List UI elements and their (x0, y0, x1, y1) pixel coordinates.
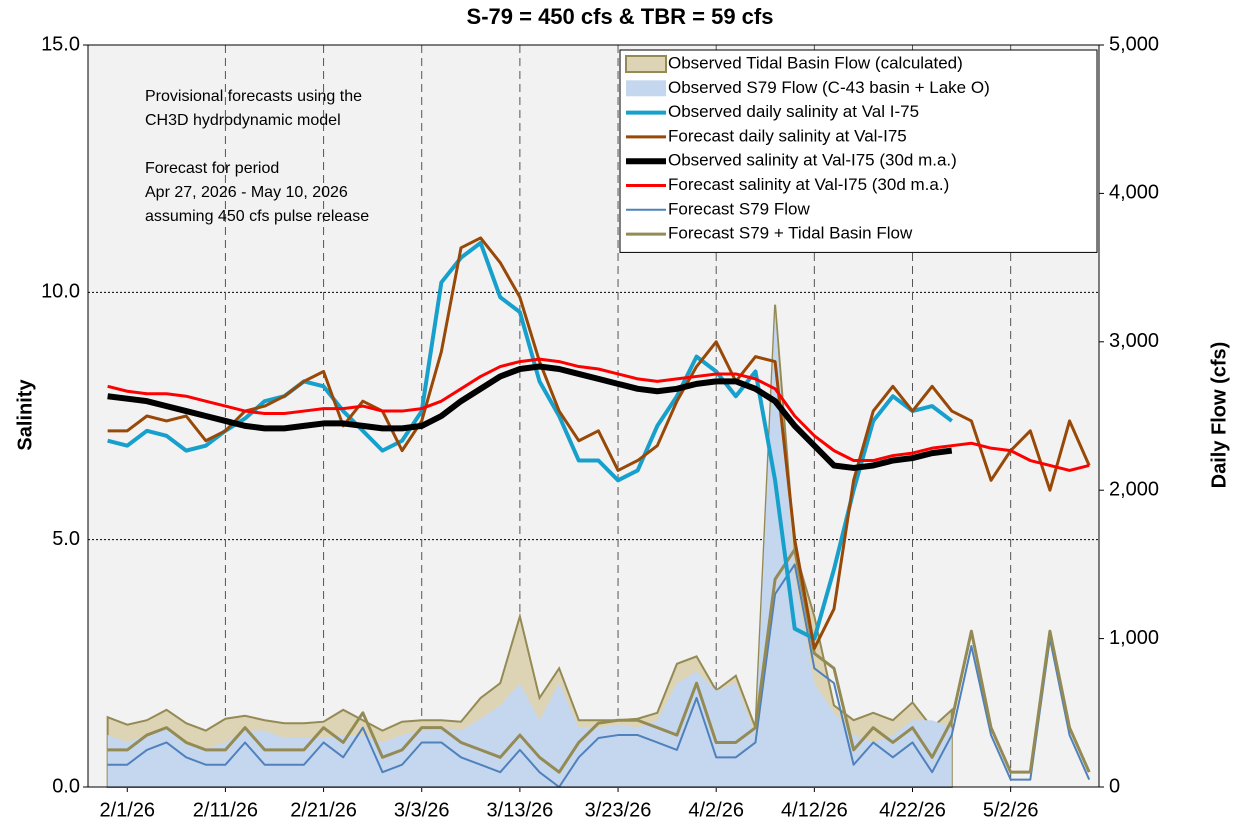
chart-title: S-79 = 450 cfs & TBR = 59 cfs (467, 4, 774, 29)
line (107, 563, 1091, 788)
x-tick-label: 3/23/26 (585, 799, 652, 821)
annotation: CH3D hydrodynamic model (145, 112, 341, 129)
legend-label: Forecast S79 + Tidal Basin Flow (668, 224, 913, 243)
annotation: assuming 450 cfs pulse release (145, 208, 369, 225)
legend-label: Observed Tidal Basin Flow (calculated) (668, 53, 963, 72)
line (107, 548, 1091, 774)
x-tick-label: 2/11/26 (193, 799, 258, 821)
annotation: Provisional forecasts using the (145, 88, 362, 105)
x-tick-label: 4/2/26 (688, 799, 744, 821)
y2-tick-label: 0 (1109, 775, 1120, 797)
annotation: Forecast for period (145, 160, 279, 177)
annotation: Apr 27, 2026 - May 10, 2026 (145, 184, 348, 201)
x-tick-label: 3/13/26 (487, 799, 554, 821)
x-tick-label: 3/3/26 (394, 799, 450, 821)
legend-label: Forecast daily salinity at Val-I75 (668, 126, 907, 145)
legend-label: Forecast S79 Flow (668, 199, 810, 218)
legend-label: Forecast salinity at Val-I75 (30d m.a.) (668, 175, 949, 194)
y-tick-label: 15.0 (41, 33, 80, 55)
y2-tick-label: 5,000 (1109, 33, 1159, 55)
plot-frame (87, 44, 1100, 788)
x-tick-label: 4/22/26 (879, 799, 946, 821)
y-tick-label: 5.0 (52, 528, 80, 550)
y2-tick-label: 3,000 (1109, 330, 1159, 352)
legend-label: Observed daily salinity at Val I-75 (668, 102, 919, 121)
legend-swatch (625, 55, 667, 73)
y2-tick-label: 2,000 (1109, 478, 1159, 500)
legend-label: Observed S79 Flow (C-43 basin + Lake O) (668, 78, 990, 97)
y-tick-label: 10.0 (41, 281, 80, 303)
y2-axis-label: Daily Flow (cfs) (1208, 342, 1230, 489)
y2-tick-label: 1,000 (1109, 627, 1159, 649)
legend-swatch (626, 80, 666, 97)
line (107, 357, 1090, 472)
y-axis-label: Salinity (14, 379, 36, 451)
y-tick-label: 0.0 (52, 775, 80, 797)
x-tick-label: 2/21/26 (290, 799, 357, 821)
legend-label: Observed salinity at Val-I75 (30d m.a.) (668, 151, 957, 170)
line (107, 363, 953, 471)
y2-tick-label: 4,000 (1109, 182, 1159, 204)
x-tick-label: 5/2/26 (983, 799, 1039, 821)
legend-box (619, 49, 1098, 253)
line (107, 236, 1091, 650)
x-tick-label: 2/1/26 (99, 799, 155, 821)
x-tick-label: 4/12/26 (781, 799, 848, 821)
